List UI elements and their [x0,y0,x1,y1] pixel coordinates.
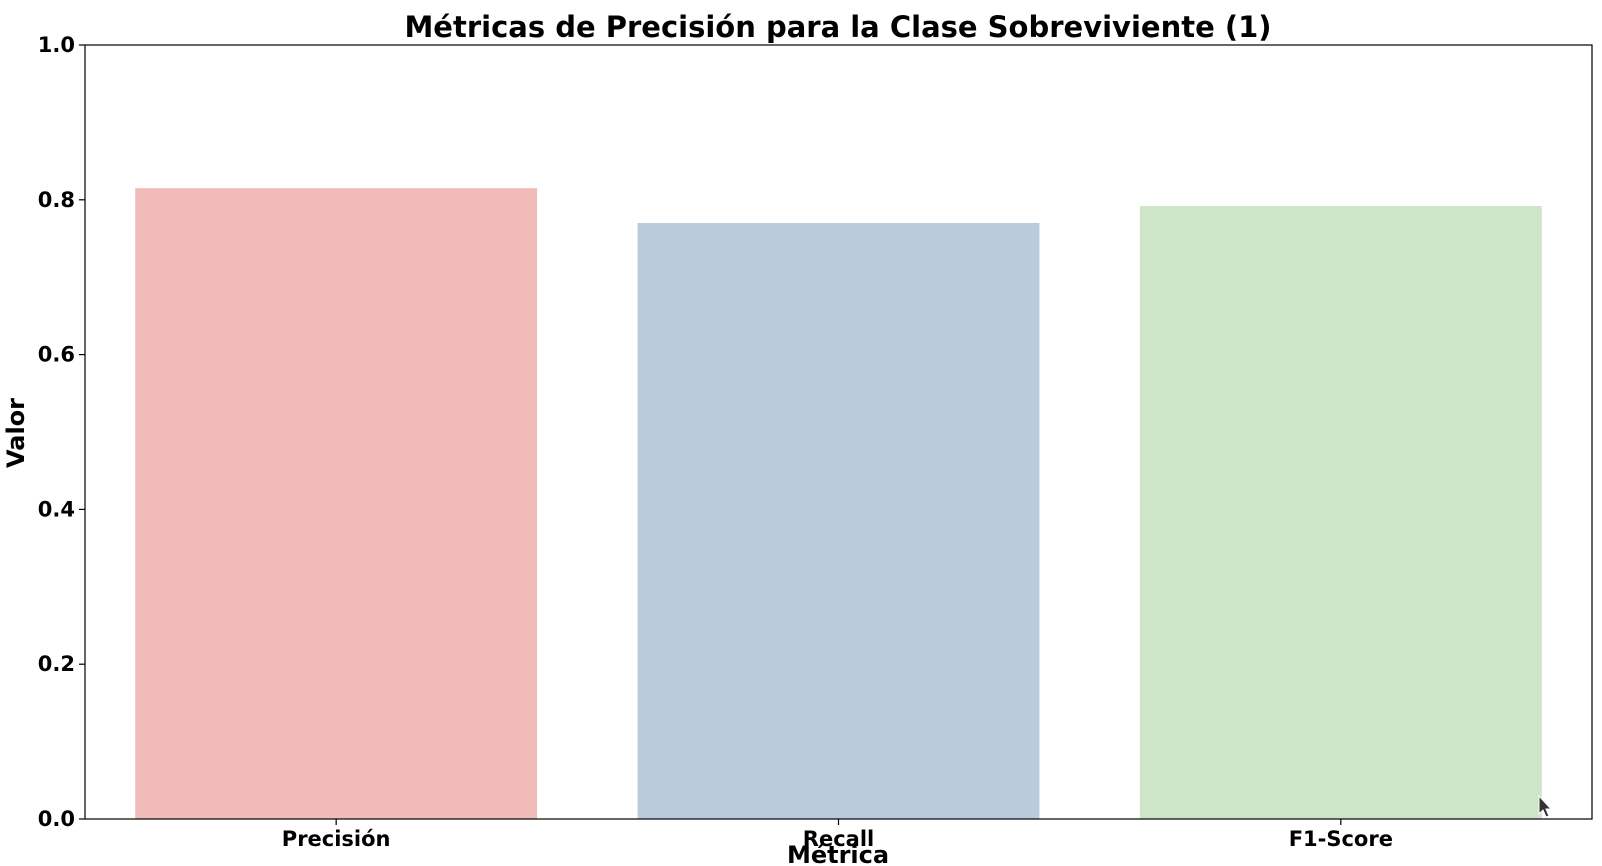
x-tick-label: Recall [803,827,874,851]
y-tick-label: 0.4 [38,497,75,521]
y-tick-label: 0.0 [38,807,75,831]
x-axis-label: Métrica [787,841,889,866]
mouse-pointer-icon [1538,794,1553,818]
y-tick-label: 0.2 [38,652,75,676]
plot-area: 0.0 0.2 0.4 0.6 0.8 1.0 Precisión Recall F1-Scor… [38,33,1593,851]
y-tick-label: 0.6 [38,343,75,367]
x-tick-label: F1-Score [1289,827,1393,851]
bar-recall [637,223,1040,819]
y-tick-label: 0.8 [38,188,75,212]
y-tick-label: 1.0 [38,33,75,57]
bar-precisi-n [135,188,538,819]
y-axis-label: Valor [2,398,30,468]
x-tick-label: Precisión [282,827,391,851]
bar-f1-score [1139,205,1542,819]
chart-title: Métricas de Precisión para la Clase Sobr… [404,10,1271,44]
